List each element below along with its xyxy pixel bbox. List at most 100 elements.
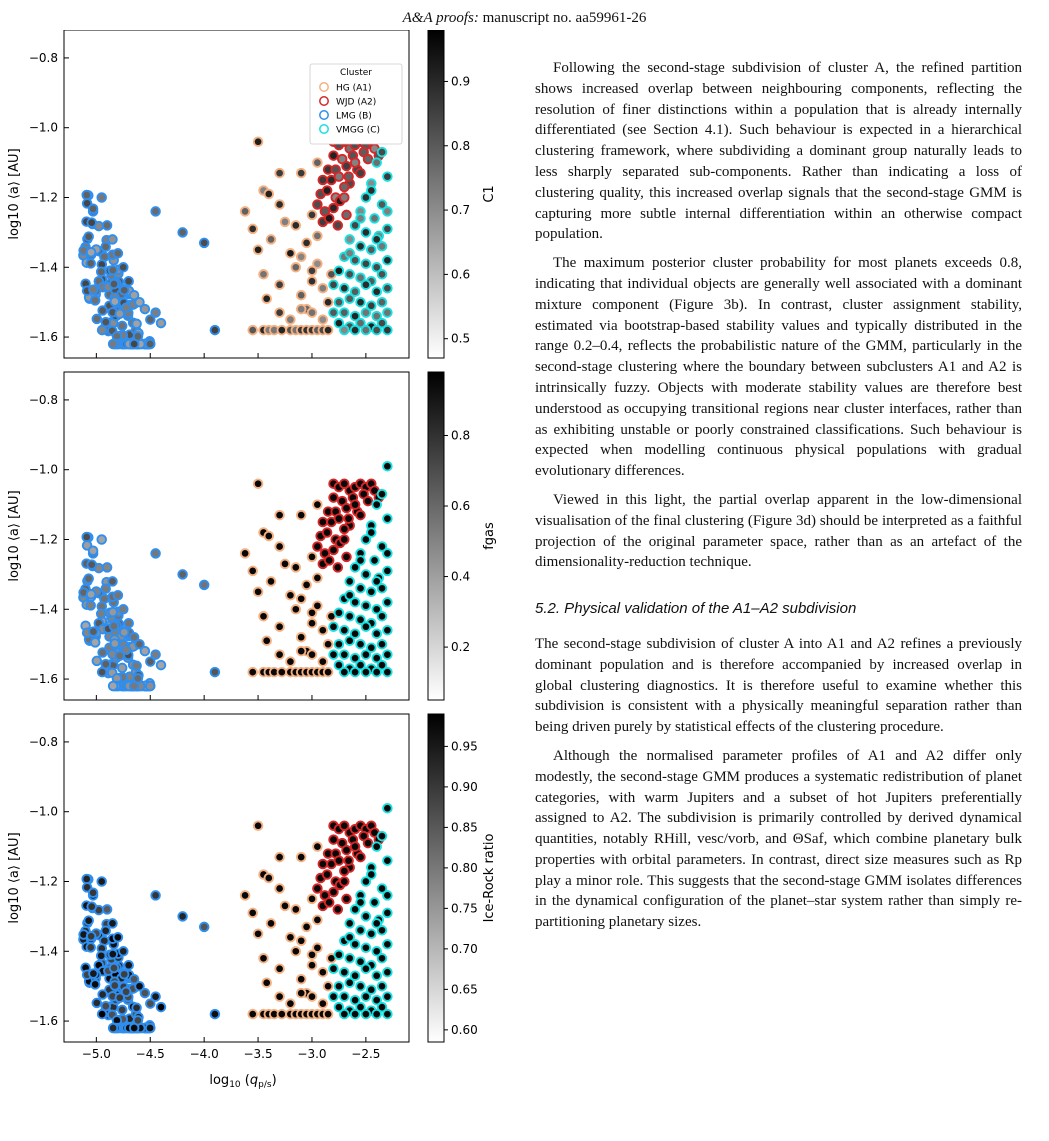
data-point — [371, 324, 382, 336]
series-wjd-a2- — [312, 820, 385, 915]
data-point — [116, 320, 128, 332]
svg-text:log10 (qp/s): log10 (qp/s) — [209, 1073, 276, 1090]
data-point — [371, 310, 382, 322]
data-point — [339, 991, 350, 1002]
data-point — [301, 579, 312, 591]
data-point — [295, 935, 307, 947]
data-point — [360, 649, 372, 660]
data-point — [145, 314, 156, 325]
data-point — [339, 534, 350, 545]
data-point — [306, 649, 318, 660]
data-point — [317, 314, 329, 325]
series-vmgg-c- — [328, 802, 393, 1020]
data-point — [120, 302, 132, 314]
data-point — [312, 942, 323, 954]
data-point — [328, 621, 339, 632]
legend-label-wjd: WJD (A2) — [336, 98, 376, 108]
data-point — [362, 837, 374, 849]
data-point — [349, 220, 361, 231]
data-point — [328, 886, 339, 898]
legend-label-lmg: LMG (B) — [336, 112, 372, 122]
data-point — [360, 227, 372, 238]
data-point — [312, 199, 323, 210]
data-point — [349, 562, 361, 573]
data-point — [349, 841, 361, 852]
data-point — [339, 820, 350, 831]
data-point — [366, 300, 377, 311]
data-point — [339, 624, 350, 636]
data-point — [276, 1008, 288, 1020]
data-point — [333, 607, 345, 619]
legend-label-vmgg: VMGG (C) — [336, 126, 380, 136]
data-point — [118, 604, 129, 615]
data-point — [371, 499, 382, 510]
y-axis-title: log10 ⟨a⟩ [AU] — [7, 148, 22, 239]
data-point — [290, 604, 302, 615]
data-point — [89, 295, 101, 306]
data-point — [263, 872, 275, 884]
data-point — [85, 258, 96, 269]
data-point — [328, 150, 339, 161]
y-tick-label: −1.6 — [29, 330, 58, 344]
data-point — [349, 994, 361, 1006]
data-point — [382, 255, 393, 266]
data-point — [265, 576, 277, 587]
series-vmgg-c- — [328, 118, 393, 336]
x-tick-label: −4.0 — [190, 1047, 219, 1061]
data-point — [274, 279, 285, 290]
data-point — [332, 904, 344, 915]
data-point — [322, 324, 334, 336]
data-point — [321, 185, 333, 196]
data-point — [274, 851, 285, 863]
data-point — [107, 264, 119, 276]
data-point — [382, 966, 393, 978]
y-tick-label: −1.0 — [29, 805, 58, 819]
data-point — [295, 851, 307, 863]
data-point — [87, 203, 99, 214]
data-point — [97, 305, 108, 316]
data-point — [144, 338, 156, 350]
data-point — [376, 659, 388, 671]
running-head: A&A proofs: manuscript no. aa59961-26 — [0, 10, 1049, 27]
data-point — [123, 617, 134, 629]
data-point — [360, 911, 372, 922]
data-point — [333, 949, 345, 961]
data-point — [276, 666, 288, 678]
data-point — [382, 565, 393, 577]
data-point — [360, 258, 372, 270]
data-point — [279, 558, 291, 570]
data-point — [362, 495, 374, 507]
data-point — [355, 980, 366, 992]
data-point — [86, 217, 97, 228]
data-point — [333, 513, 345, 524]
data-point — [108, 278, 120, 290]
data-point — [109, 980, 121, 991]
data-point — [252, 136, 264, 147]
data-point — [341, 160, 352, 172]
data-point — [131, 660, 142, 672]
data-point — [88, 968, 99, 979]
manuscript-number: manuscript no. aa59961-26 — [478, 10, 647, 26]
data-point — [312, 541, 323, 552]
data-point — [333, 855, 345, 866]
data-point — [306, 617, 318, 629]
data-point — [376, 488, 388, 500]
data-point — [355, 659, 366, 671]
data-point — [150, 890, 161, 901]
data-point — [339, 865, 350, 877]
series-hg-a1- — [239, 136, 337, 336]
data-point — [369, 555, 380, 566]
data-point — [107, 918, 118, 929]
series-vmgg-c- — [328, 460, 393, 678]
data-point — [317, 656, 329, 667]
data-point — [85, 589, 97, 600]
data-point — [107, 1022, 119, 1034]
data-point — [85, 931, 97, 942]
data-point — [128, 289, 140, 301]
journal-name: A&A proofs: — [402, 10, 479, 26]
data-point — [349, 597, 361, 608]
colorbar-tick-label: 0.85 — [451, 820, 478, 834]
data-point — [108, 962, 120, 974]
data-point — [344, 248, 355, 259]
data-point — [312, 499, 323, 510]
